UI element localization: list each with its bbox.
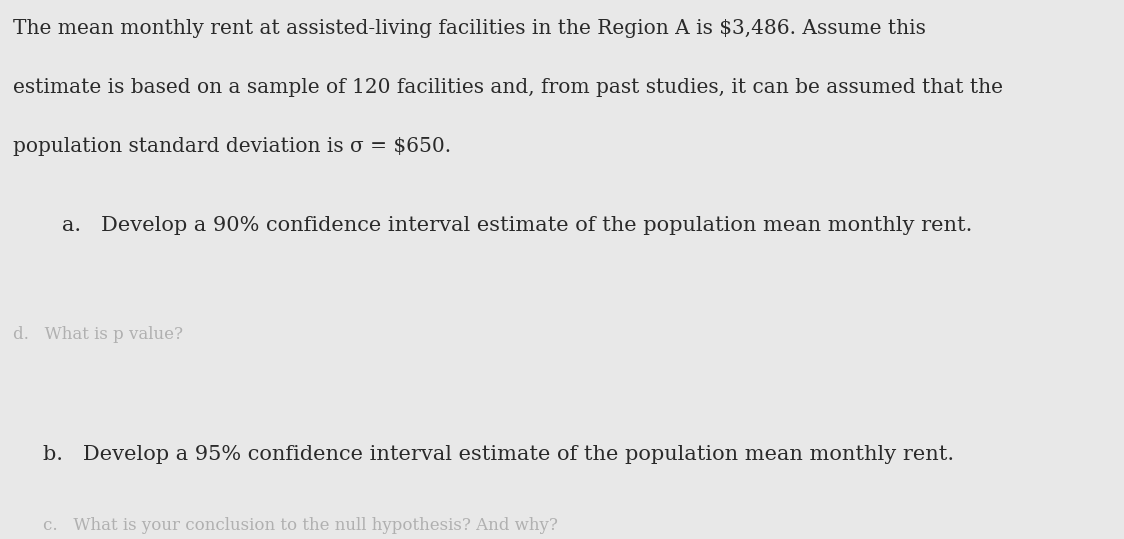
- Text: c.   What is your conclusion to the null hypothesis? And why?: c. What is your conclusion to the null h…: [43, 517, 558, 535]
- Text: estimate is based on a sample of 120 facilities and, from past studies, it can b: estimate is based on a sample of 120 fac…: [13, 78, 1004, 97]
- Text: The mean monthly rent at assisted-living facilities in the Region A is $3,486. A: The mean monthly rent at assisted-living…: [13, 19, 926, 38]
- Text: d.   What is p value?: d. What is p value?: [13, 326, 183, 343]
- Text: a.   Develop a 90% confidence interval estimate of the population mean monthly r: a. Develop a 90% confidence interval est…: [62, 216, 972, 234]
- Text: b.   Develop a 95% confidence interval estimate of the population mean monthly r: b. Develop a 95% confidence interval est…: [43, 445, 954, 464]
- Text: population standard deviation is σ = $650.: population standard deviation is σ = $65…: [13, 137, 452, 156]
